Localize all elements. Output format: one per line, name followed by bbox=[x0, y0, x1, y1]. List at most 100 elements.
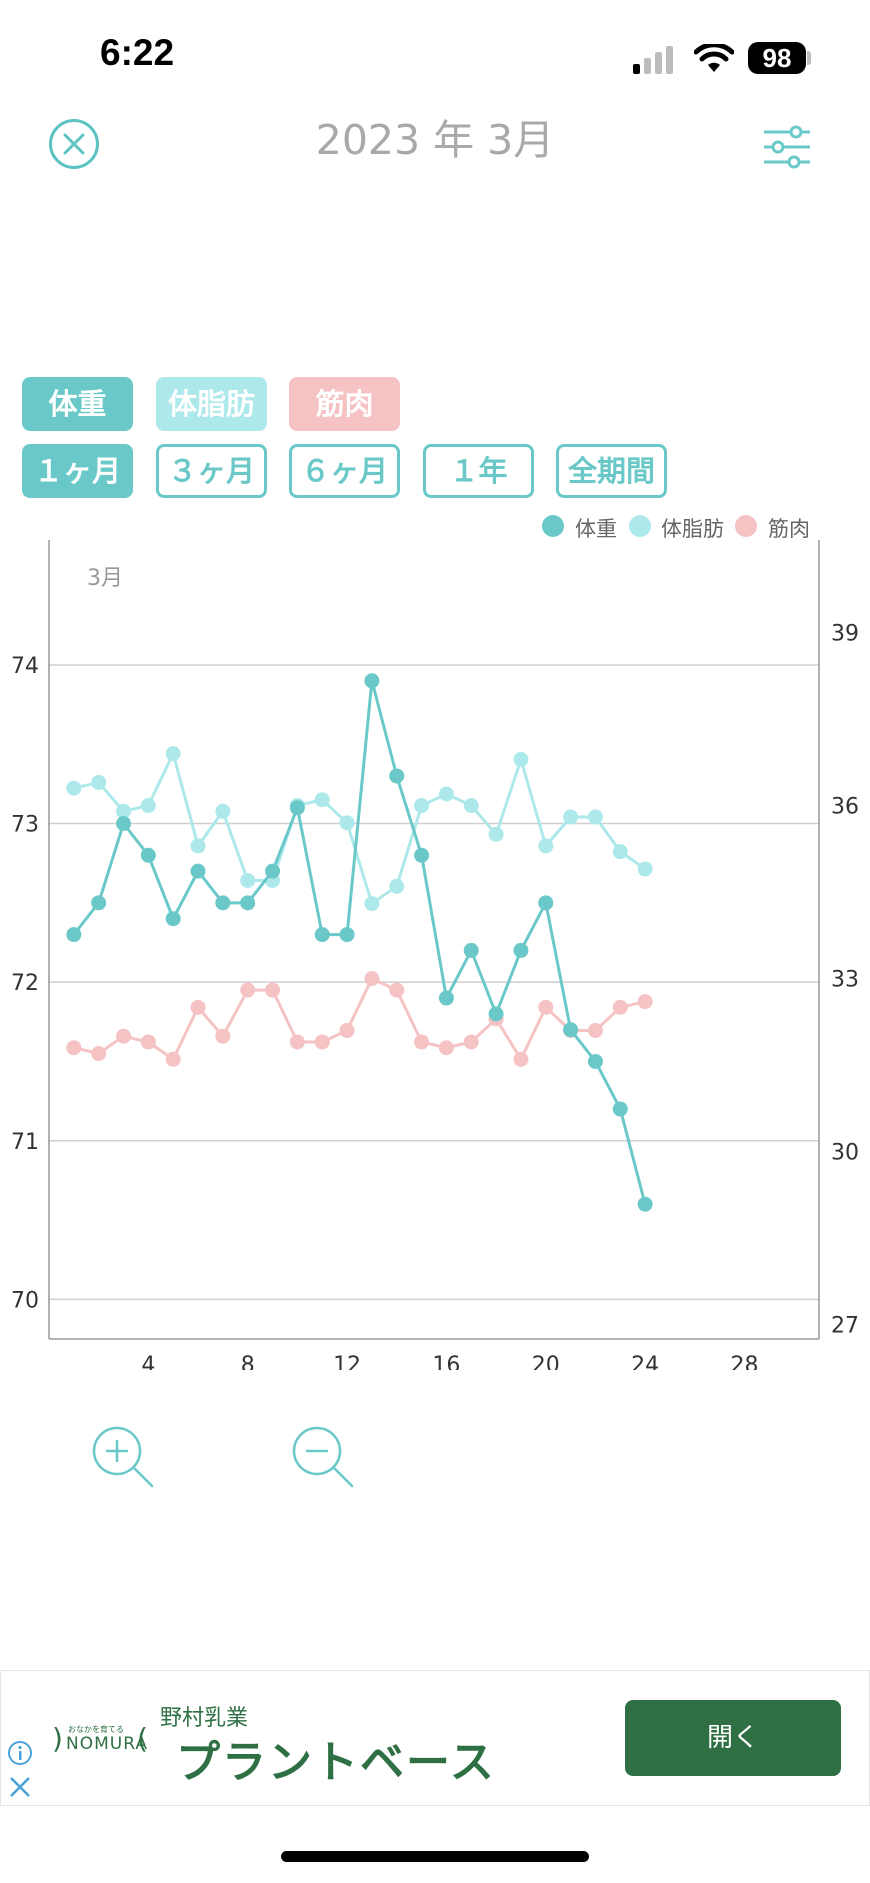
data-point-weight bbox=[140, 847, 156, 863]
data-point-body-fat bbox=[339, 815, 355, 831]
data-point-muscle bbox=[116, 1028, 132, 1044]
body-composition-chart[interactable]: 70 71 72 73 74 27 30 33 36 39 4 8 12 16 20 24 28 3月 bbox=[0, 540, 870, 1370]
period-3-months[interactable]: ３ヶ月 bbox=[156, 444, 267, 498]
ad-logo-tagline: おなかを育てる bbox=[68, 1725, 124, 1734]
data-point-weight bbox=[165, 911, 181, 927]
data-point-weight bbox=[289, 800, 305, 816]
data-point-body-fat bbox=[190, 838, 206, 854]
y-left-tick-label: 71 bbox=[11, 1130, 39, 1155]
data-point-body-fat bbox=[66, 780, 82, 796]
data-point-weight bbox=[265, 863, 281, 879]
y-right-tick-label: 30 bbox=[831, 1141, 859, 1166]
chart-month-label: 3月 bbox=[87, 566, 123, 591]
x-tick-label: 28 bbox=[730, 1353, 758, 1370]
data-point-muscle bbox=[339, 1022, 355, 1038]
page-title: 2023 年 3月 bbox=[315, 116, 555, 164]
battery-indicator: 98 bbox=[748, 42, 806, 74]
period-all[interactable]: 全期間 bbox=[556, 444, 667, 498]
battery-tip bbox=[807, 51, 811, 65]
data-point-body-fat bbox=[364, 896, 380, 912]
data-point-weight bbox=[463, 942, 479, 958]
data-point-weight bbox=[637, 1196, 653, 1212]
legend-label-weight: 体重 bbox=[575, 517, 617, 541]
data-point-muscle bbox=[240, 982, 256, 998]
ad-logo-bracket-left: ) bbox=[52, 1722, 63, 1755]
data-point-weight bbox=[240, 895, 256, 911]
period-6-months[interactable]: ６ヶ月 bbox=[289, 444, 400, 498]
home-indicator[interactable] bbox=[281, 1851, 589, 1862]
data-point-muscle bbox=[190, 999, 206, 1015]
data-point-body-fat bbox=[513, 751, 529, 767]
zoom-in-icon[interactable] bbox=[90, 1424, 156, 1490]
legend-dot-body-fat bbox=[629, 515, 651, 537]
y-right-tick-label: 33 bbox=[831, 968, 859, 993]
x-tick-label: 16 bbox=[432, 1353, 460, 1370]
data-point-weight bbox=[389, 768, 405, 784]
data-point-muscle bbox=[438, 1040, 454, 1056]
data-point-body-fat bbox=[215, 803, 231, 819]
data-point-weight bbox=[438, 990, 454, 1006]
legend-dot-muscle bbox=[735, 515, 757, 537]
data-point-body-fat bbox=[240, 873, 256, 889]
series-line-weight bbox=[72, 680, 647, 1205]
data-point-weight bbox=[612, 1101, 628, 1117]
data-point-muscle bbox=[364, 971, 380, 987]
period-1-year[interactable]: １年 bbox=[423, 444, 534, 498]
y-left-tick-label: 72 bbox=[11, 971, 39, 996]
x-tick-label: 20 bbox=[532, 1353, 560, 1370]
period-1-month[interactable]: １ヶ月 bbox=[22, 444, 133, 498]
data-point-muscle bbox=[538, 999, 554, 1015]
data-point-muscle bbox=[289, 1034, 305, 1050]
toggle-weight[interactable]: 体重 bbox=[22, 377, 133, 431]
data-point-body-fat bbox=[438, 786, 454, 802]
x-tick-label: 4 bbox=[141, 1353, 155, 1370]
data-point-muscle bbox=[265, 982, 281, 998]
ad-logo: NOMURA bbox=[66, 1734, 148, 1754]
data-point-weight bbox=[563, 1022, 579, 1038]
data-point-muscle bbox=[463, 1034, 479, 1050]
data-point-body-fat bbox=[612, 844, 628, 860]
x-tick-label: 24 bbox=[631, 1353, 659, 1370]
data-point-weight bbox=[587, 1053, 603, 1069]
data-point-weight bbox=[488, 1006, 504, 1022]
data-point-weight bbox=[91, 895, 107, 911]
close-icon bbox=[63, 133, 85, 155]
y-left-tick-label: 70 bbox=[11, 1288, 39, 1313]
data-point-muscle bbox=[140, 1034, 156, 1050]
data-point-weight bbox=[190, 863, 206, 879]
data-point-body-fat bbox=[637, 861, 653, 877]
data-point-body-fat bbox=[140, 798, 156, 814]
data-point-weight bbox=[215, 895, 231, 911]
legend-dot-weight bbox=[542, 515, 564, 537]
y-right-tick-label: 39 bbox=[831, 622, 859, 647]
data-point-muscle bbox=[587, 1022, 603, 1038]
filter-settings-icon[interactable] bbox=[762, 124, 812, 170]
close-button[interactable] bbox=[49, 119, 99, 169]
data-point-weight bbox=[414, 847, 430, 863]
data-point-weight bbox=[513, 942, 529, 958]
data-point-muscle bbox=[314, 1034, 330, 1050]
data-point-body-fat bbox=[463, 798, 479, 814]
data-point-muscle bbox=[91, 1046, 107, 1062]
data-point-body-fat bbox=[563, 809, 579, 825]
legend-label-muscle: 筋肉 bbox=[768, 517, 810, 541]
y-left-tick-label: 73 bbox=[11, 813, 39, 838]
data-point-muscle bbox=[637, 994, 653, 1010]
data-point-body-fat bbox=[488, 826, 504, 842]
y-right-tick-label: 36 bbox=[831, 795, 859, 820]
data-point-body-fat bbox=[587, 809, 603, 825]
ad-close-icon[interactable] bbox=[8, 1775, 32, 1799]
ad-open-button[interactable]: 開く bbox=[625, 1700, 841, 1776]
data-point-muscle bbox=[513, 1051, 529, 1067]
y-right-tick-label: 27 bbox=[831, 1314, 859, 1339]
data-point-weight bbox=[116, 816, 132, 832]
toggle-body-fat[interactable]: 体脂肪 bbox=[156, 377, 267, 431]
status-time: 6:22 bbox=[100, 32, 175, 73]
data-point-body-fat bbox=[314, 792, 330, 808]
toggle-muscle[interactable]: 筋肉 bbox=[289, 377, 400, 431]
zoom-out-icon[interactable] bbox=[290, 1424, 356, 1490]
ad-info-icon[interactable] bbox=[7, 1740, 33, 1766]
data-point-muscle bbox=[414, 1034, 430, 1050]
data-point-body-fat bbox=[389, 878, 405, 894]
x-tick-label: 8 bbox=[241, 1353, 255, 1370]
